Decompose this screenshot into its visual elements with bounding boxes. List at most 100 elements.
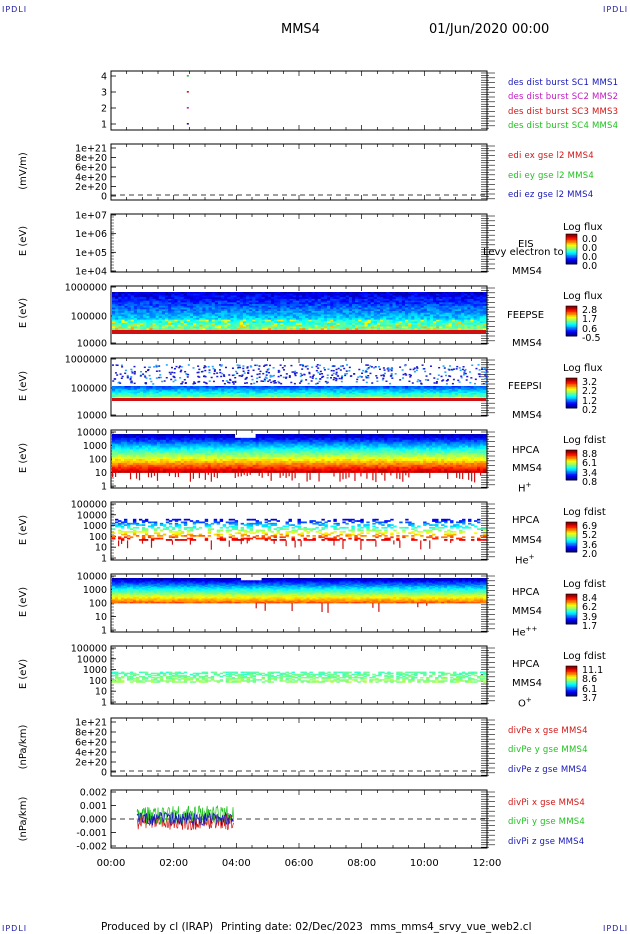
feepse-cell bbox=[411, 307, 415, 310]
feepse-cell bbox=[364, 297, 368, 300]
feepse-cell bbox=[389, 307, 393, 310]
y-tick-label-p2: 1e+21 bbox=[75, 144, 107, 155]
feepse-cell bbox=[249, 307, 253, 310]
feepse-cell bbox=[171, 292, 175, 295]
feepse-cell bbox=[429, 300, 434, 303]
feepse-cell bbox=[112, 300, 116, 303]
feepse-cell bbox=[320, 298, 325, 302]
feepse-cell bbox=[482, 304, 487, 307]
feepsi-speck bbox=[367, 375, 370, 377]
feepse-cell bbox=[358, 293, 362, 296]
feepse-cell bbox=[398, 298, 403, 302]
feepse-cell bbox=[146, 304, 150, 307]
feepse-cell bbox=[414, 302, 418, 305]
feepse-cell bbox=[168, 302, 172, 305]
feepse-cell bbox=[436, 300, 440, 303]
feepse-cell bbox=[417, 314, 421, 317]
feepse-cell bbox=[227, 312, 231, 315]
feepsi-speck bbox=[112, 380, 115, 382]
feepsi-speck bbox=[165, 376, 168, 379]
feepse-cell bbox=[395, 297, 400, 300]
feepse-cell bbox=[439, 309, 443, 312]
feepsi-cell bbox=[193, 395, 197, 398]
feepse-cell bbox=[127, 295, 132, 298]
feepse-cell bbox=[258, 305, 262, 308]
feepse-cell bbox=[277, 307, 281, 310]
feepse-cell bbox=[461, 302, 465, 305]
feepse-cell bbox=[115, 292, 119, 295]
feepse-cell bbox=[348, 292, 353, 295]
feepsi-speck bbox=[149, 378, 152, 380]
feepse-cell bbox=[476, 314, 481, 317]
feepse-cell bbox=[299, 304, 303, 307]
panel-frame-p2 bbox=[110, 143, 488, 201]
feepse-cell bbox=[445, 305, 449, 308]
feepse-cell bbox=[320, 302, 325, 305]
feepse-cell bbox=[320, 305, 325, 308]
feepse-cell bbox=[274, 305, 278, 308]
p6-cell bbox=[120, 470, 125, 473]
feepse-cell bbox=[404, 302, 409, 305]
feepsi-speck bbox=[181, 381, 184, 383]
feepse-cell bbox=[274, 297, 278, 300]
feepse-cell bbox=[442, 292, 446, 295]
feepse-cell bbox=[112, 293, 116, 296]
feepse-cell bbox=[448, 295, 453, 298]
feepse-cell bbox=[174, 300, 178, 303]
feepse-cell bbox=[482, 298, 487, 302]
feepse-cell bbox=[355, 302, 359, 305]
feepse-cell bbox=[255, 312, 259, 315]
feepse-cell bbox=[158, 300, 163, 303]
feepse-cell bbox=[454, 295, 459, 298]
feepse-cell bbox=[339, 309, 344, 312]
feepse-cell bbox=[277, 292, 281, 295]
feepse-cell bbox=[336, 293, 340, 296]
feepse-cell bbox=[205, 309, 210, 312]
feepse-cell bbox=[364, 307, 368, 310]
feepse-cell bbox=[133, 295, 138, 298]
feepse-cell bbox=[414, 300, 418, 303]
feepse-cell bbox=[404, 304, 409, 307]
feepsi-speck bbox=[133, 371, 136, 373]
feepsi-cell bbox=[411, 395, 415, 398]
feepsi-speck bbox=[390, 366, 393, 369]
feepse-cell bbox=[373, 309, 378, 312]
feepse-cell bbox=[183, 305, 188, 308]
feepse-cell bbox=[423, 311, 428, 314]
feepse-cell bbox=[202, 298, 206, 302]
feepsi-speck bbox=[204, 369, 207, 372]
feepsi-speck bbox=[344, 374, 347, 377]
feepse-cell bbox=[333, 305, 337, 308]
feepse-cell bbox=[376, 297, 381, 300]
feepse-cell bbox=[199, 295, 203, 298]
feepse-cell bbox=[404, 309, 409, 312]
feepsi-speck bbox=[357, 376, 360, 378]
feepse-cell bbox=[180, 305, 185, 308]
feepse-cell bbox=[124, 297, 128, 300]
feepse-cell bbox=[404, 305, 409, 308]
feepse-cell bbox=[161, 292, 166, 295]
feepse-cell bbox=[327, 311, 331, 314]
burst-marker-2 bbox=[186, 107, 189, 109]
feepse-cell bbox=[451, 312, 456, 315]
feepse-cell bbox=[242, 304, 247, 307]
feepse-cell bbox=[470, 293, 474, 296]
feepse-cell bbox=[376, 293, 381, 296]
feepse-cell bbox=[242, 293, 247, 296]
feepse-cell bbox=[270, 307, 275, 310]
feepse-cell bbox=[317, 300, 322, 303]
feepsi-speck bbox=[288, 376, 291, 378]
feepse-cell bbox=[308, 302, 312, 305]
feepsi-speck bbox=[299, 372, 302, 375]
feepse-cell bbox=[292, 302, 297, 305]
feepse-cell bbox=[433, 312, 437, 315]
feepse-cell bbox=[183, 295, 188, 298]
feepse-cell bbox=[208, 314, 213, 317]
feepse-cell bbox=[370, 300, 375, 303]
feepse-cell bbox=[398, 314, 403, 317]
feepse-cell bbox=[249, 293, 253, 296]
feepse-cell bbox=[454, 305, 459, 308]
feepse-cell bbox=[358, 312, 362, 315]
feepsi-speck bbox=[243, 372, 246, 374]
feepse-cell bbox=[155, 292, 160, 295]
